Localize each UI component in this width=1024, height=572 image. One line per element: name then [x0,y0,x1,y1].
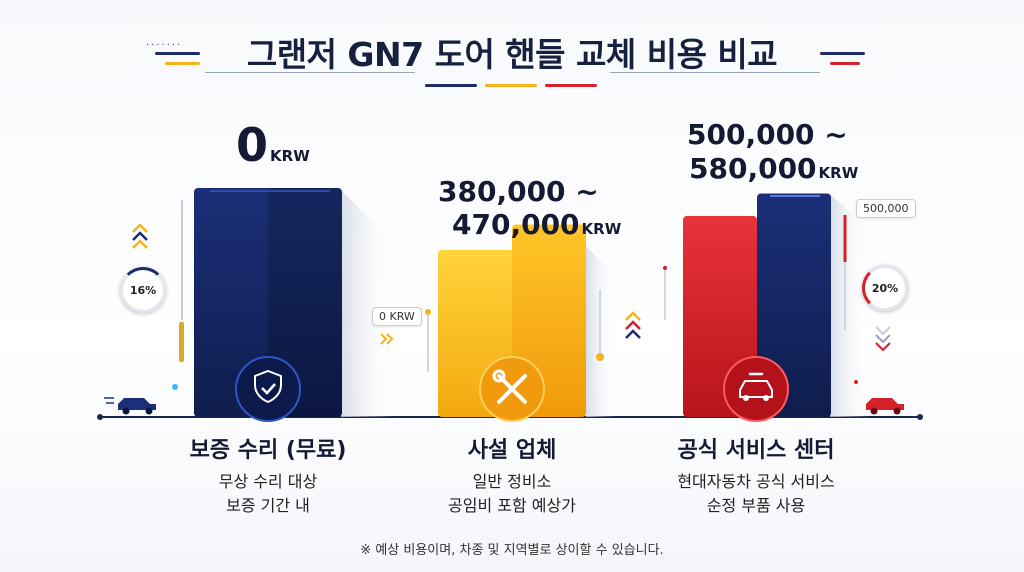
page-title: 그랜저 GN7 도어 핸들 교체 비용 비교 [246,35,778,74]
baseline-dot-right [917,414,923,420]
sparkle-dot-right [854,380,858,384]
car-wrench-icon [723,356,789,422]
shield-check-icon [235,356,301,422]
chevron-up-icon [625,329,641,339]
category-desc-official-2: 순정 부품 사용 [706,496,806,515]
category-desc-warranty-2: 보증 기간 내 [226,496,310,515]
private-value-line1: 380,000 ~ [438,175,599,208]
chevron-up-icon [625,311,641,321]
official-value-line2: 580,000 KRW [689,152,859,185]
category-desc-private-1: 일반 정비소 [472,472,552,491]
header-line-right-navy [820,52,865,55]
header-line-right-red [830,62,860,65]
middle-track-dot-right [596,353,604,361]
car-icon-left [104,397,156,415]
warranty-value-label: 0 KRW [236,118,310,172]
bar-warranty-right [268,188,342,417]
chevron-up-icon [132,239,148,249]
left-track-marker [179,322,184,362]
category-desc-official-1: 현대자동차 공식 서비스 [677,472,835,491]
header-underline-right [610,72,820,73]
chevron-down-icon [875,342,891,352]
percent-ring-right: 20% [862,265,908,311]
percent-ring-left: 16% [120,267,166,313]
category-title-official: 공식 서비스 센터 [677,438,835,463]
right-track-dot [663,266,667,270]
private-value-line2: 470,000 KRW [452,208,622,241]
category-title-warranty: 보증 수리 (무료) [189,438,347,463]
chevron-down-icon [875,334,891,344]
chevron-down-icon [875,326,891,336]
header-accent-gold [485,84,537,87]
official-min-tag: 500,000 [856,199,916,218]
bar-shadow-warranty [341,190,395,417]
header-dots-left: ······· [146,40,183,51]
official-value-line1: 500,000 ~ [687,118,848,151]
middle-track-dot [425,309,431,315]
footnote: ※ 예상 비용이며, 차종 및 지역별로 상이할 수 있습니다. [360,543,664,558]
category-desc-warranty-1: 무상 수리 대상 [218,472,318,491]
car-icon-right [866,398,904,415]
baseline-dot-left [97,414,103,420]
header-line-left-gold [165,62,200,65]
sparkle-dot [172,384,178,390]
bar-shadow-official [830,194,870,417]
header-accent-red [545,84,597,87]
header-line-left-navy [155,52,200,55]
zero-krw-tag: 0 KRW [372,307,422,326]
category-title-private: 사설 업체 [467,438,557,463]
chevron-right-icon [380,333,388,345]
chevron-up-icon [132,231,148,241]
chevron-up-icon [625,320,641,330]
header-underline-left [205,72,415,73]
chevron-up-icon [132,223,148,233]
header-accent-navy [425,84,477,87]
chevron-right-icon [386,333,394,345]
category-desc-private-2: 공임비 포함 예상가 [448,496,576,515]
bar-official-max [757,193,831,417]
wrench-screwdriver-icon [479,356,545,422]
